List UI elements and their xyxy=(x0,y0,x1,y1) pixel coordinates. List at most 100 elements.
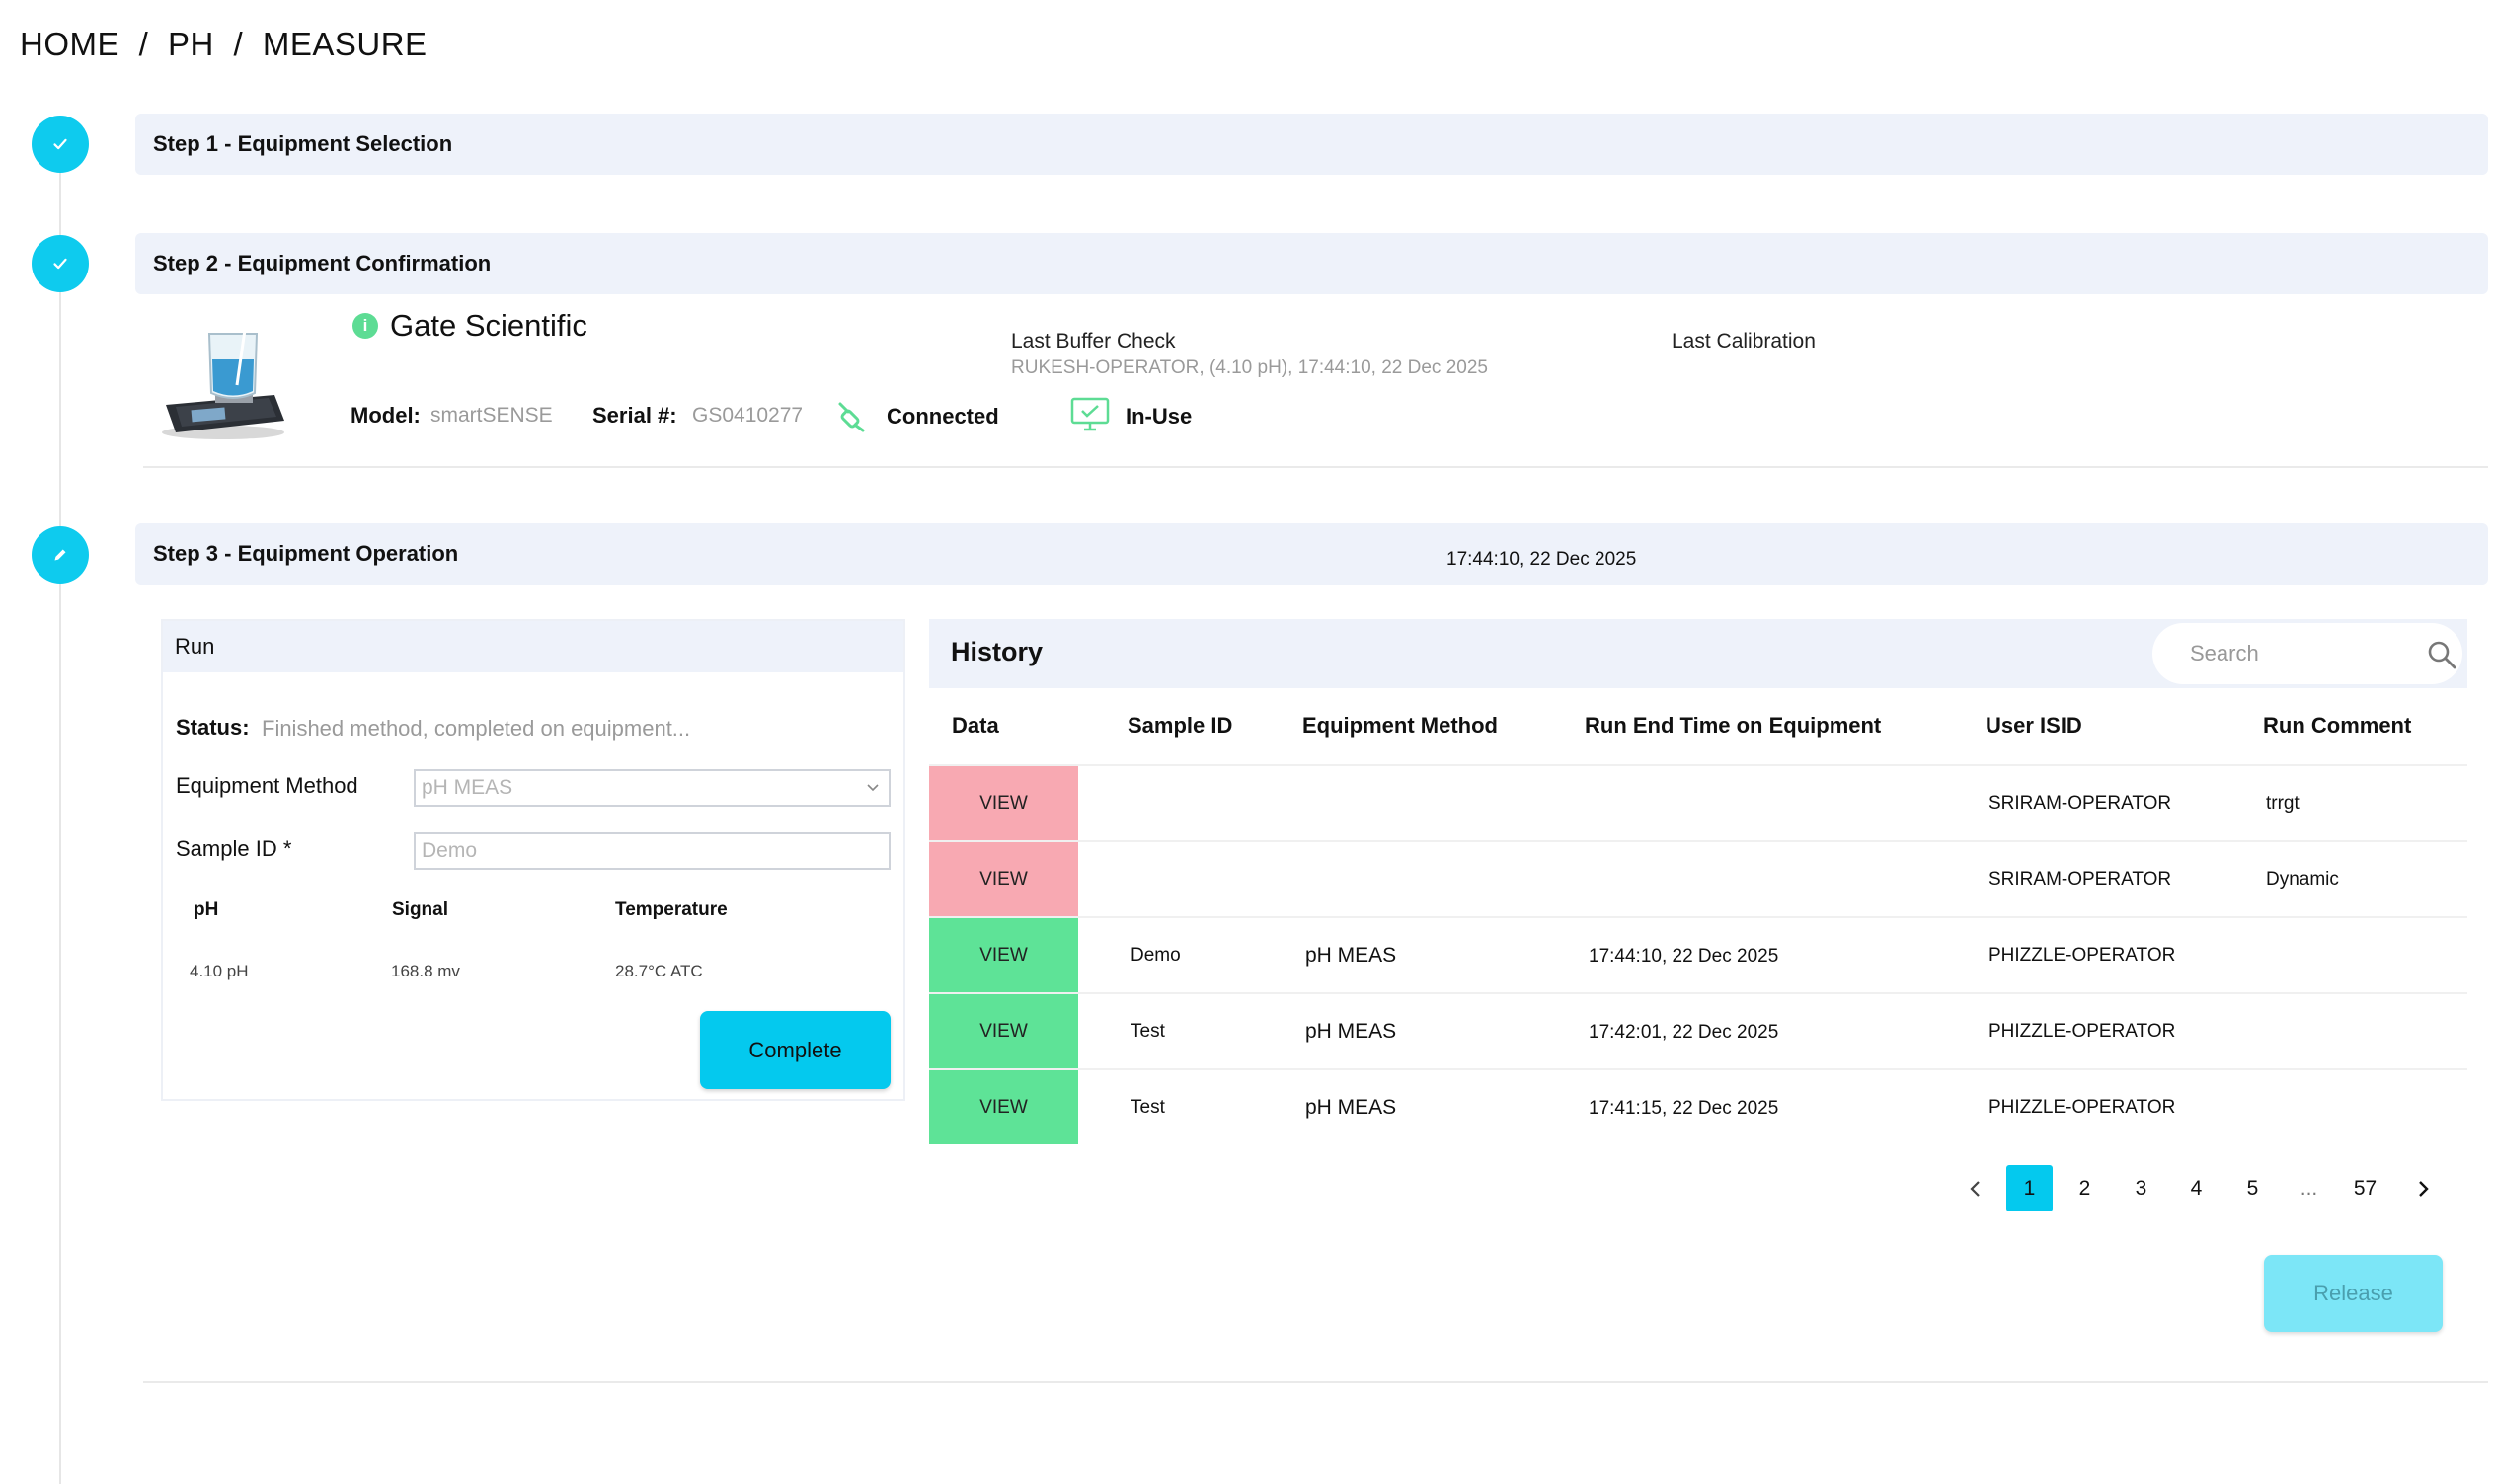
table-row: VIEW Demo pH MEAS 17:44:10, 22 Dec 2025 … xyxy=(929,918,2467,994)
pencil-icon xyxy=(54,549,66,561)
column-header-equipment-method[interactable]: Equipment Method xyxy=(1302,713,1498,738)
run-comment-cell: trrgt xyxy=(2266,793,2300,814)
view-button[interactable]: VIEW xyxy=(929,1070,1078,1144)
sample-id-value: Demo xyxy=(422,839,478,862)
last-buffer-check-title: Last Buffer Check xyxy=(1011,330,1176,352)
equipment-brand: i Gate Scientific xyxy=(352,308,587,344)
breadcrumb-separator: / xyxy=(138,26,149,62)
run-panel-title: Run xyxy=(163,621,903,672)
pagination-next[interactable] xyxy=(2399,1165,2446,1211)
ph-value: 4.10 pH xyxy=(190,962,249,980)
equipment-method-cell: pH MEAS xyxy=(1305,1020,1397,1043)
user-isid-cell: SRIRAM-OPERATOR xyxy=(1988,793,2172,814)
run-end-time-cell: 17:41:15, 22 Dec 2025 xyxy=(1589,1098,1779,1119)
column-header-run-end-time[interactable]: Run End Time on Equipment xyxy=(1585,713,1882,738)
step-2-indicator xyxy=(32,235,89,292)
column-header-run-comment[interactable]: Run Comment xyxy=(2263,713,2412,738)
check-icon xyxy=(53,258,67,270)
step-1-header[interactable]: Step 1 - Equipment Selection xyxy=(135,114,2488,175)
breadcrumb-ph[interactable]: PH xyxy=(168,26,214,62)
pagination-page-5[interactable]: 5 xyxy=(2246,1176,2259,1200)
run-panel xyxy=(161,619,905,1101)
brand-name: Gate Scientific xyxy=(390,308,587,343)
step-3-timestamp: 17:44:10, 22 Dec 2025 xyxy=(1446,549,1637,570)
release-button[interactable]: Release xyxy=(2264,1255,2443,1332)
sample-id-cell: Test xyxy=(1131,1097,1165,1118)
pagination-page-1[interactable]: 1 xyxy=(2006,1165,2053,1211)
last-buffer-check-value: RUKESH-OPERATOR, (4.10 pH), 17:44:10, 22… xyxy=(1011,357,1488,378)
user-isid-cell: PHIZZLE-OPERATOR xyxy=(1988,1097,2176,1118)
column-header-sample-id[interactable]: Sample ID xyxy=(1128,713,1233,738)
sample-id-cell: Demo xyxy=(1131,945,1181,966)
chevron-down-icon xyxy=(867,784,879,792)
pagination-page-3[interactable]: 3 xyxy=(2135,1176,2147,1200)
status-value: Finished method, completed on equipment.… xyxy=(262,716,691,741)
table-header-divider xyxy=(929,764,2467,766)
temperature-value: 28.7°C ATC xyxy=(615,962,703,980)
view-button[interactable]: VIEW xyxy=(929,766,1078,840)
user-isid-cell: PHIZZLE-OPERATOR xyxy=(1988,1021,2176,1042)
search-icon[interactable] xyxy=(2426,639,2457,670)
probe-connected-icon xyxy=(838,402,865,432)
user-isid-cell: PHIZZLE-OPERATOR xyxy=(1988,945,2176,966)
info-icon[interactable]: i xyxy=(352,313,378,339)
equipment-method-value: pH MEAS xyxy=(422,776,513,799)
run-end-time-cell: 17:42:01, 22 Dec 2025 xyxy=(1589,1022,1779,1043)
view-button[interactable]: VIEW xyxy=(929,918,1078,992)
sample-id-input[interactable]: Demo xyxy=(414,832,891,870)
view-button[interactable]: VIEW xyxy=(929,994,1078,1068)
last-calibration-title: Last Calibration xyxy=(1672,330,1816,352)
pagination-page-2[interactable]: 2 xyxy=(2078,1176,2091,1200)
divider xyxy=(143,466,2488,468)
step-1-indicator xyxy=(32,116,89,173)
row-divider xyxy=(929,992,2467,994)
table-row: VIEW Test pH MEAS 17:41:15, 22 Dec 2025 … xyxy=(929,1070,2467,1146)
equipment-method-label: Equipment Method xyxy=(176,773,358,798)
chevron-right-icon xyxy=(2418,1180,2429,1197)
chevron-left-icon xyxy=(1969,1180,1980,1197)
table-row: VIEW Test pH MEAS 17:42:01, 22 Dec 2025 … xyxy=(929,994,2467,1070)
sample-id-cell: Test xyxy=(1131,1021,1165,1042)
complete-button[interactable]: Complete xyxy=(700,1011,891,1089)
monitor-in-use-icon xyxy=(1070,397,1110,431)
row-divider xyxy=(929,840,2467,842)
timeline-line xyxy=(59,143,61,1484)
equipment-method-select[interactable]: pH MEAS xyxy=(414,769,891,807)
table-row: VIEW SRIRAM-OPERATOR Dynamic xyxy=(929,842,2467,918)
pagination-page-57[interactable]: 57 xyxy=(2353,1176,2378,1200)
serial-label: Serial #: xyxy=(592,403,677,428)
history-title: History xyxy=(951,637,1044,666)
signal-value: 168.8 mv xyxy=(391,962,460,980)
breadcrumb-separator: / xyxy=(233,26,244,62)
equipment-image xyxy=(158,326,291,442)
column-header-data[interactable]: Data xyxy=(952,713,999,738)
equipment-method-cell: pH MEAS xyxy=(1305,944,1397,967)
row-divider xyxy=(929,1068,2467,1070)
pagination-page-4[interactable]: 4 xyxy=(2190,1176,2203,1200)
usage-status: In-Use xyxy=(1126,404,1193,429)
equipment-method-cell: pH MEAS xyxy=(1305,1096,1397,1119)
signal-header: Signal xyxy=(392,899,449,920)
breadcrumb-measure: MEASURE xyxy=(262,26,428,62)
model-value: smartSENSE xyxy=(430,404,553,427)
step-3-header[interactable]: Step 3 - Equipment Operation xyxy=(135,523,2488,585)
user-isid-cell: SRIRAM-OPERATOR xyxy=(1988,869,2172,890)
run-end-time-cell: 17:44:10, 22 Dec 2025 xyxy=(1589,946,1779,967)
breadcrumb-home[interactable]: HOME xyxy=(20,26,119,62)
row-divider xyxy=(929,916,2467,918)
check-icon xyxy=(53,138,67,150)
pagination-ellipsis: ... xyxy=(2300,1176,2318,1200)
model-label: Model: xyxy=(351,403,421,428)
view-button[interactable]: VIEW xyxy=(929,842,1078,916)
ph-header: pH xyxy=(194,899,219,920)
search-input[interactable]: Search xyxy=(2152,623,2462,684)
divider xyxy=(143,1381,2488,1383)
connection-status: Connected xyxy=(887,404,999,429)
step-2-header[interactable]: Step 2 - Equipment Confirmation xyxy=(135,233,2488,294)
pagination-prev[interactable] xyxy=(1952,1165,1998,1211)
sample-id-label: Sample ID * xyxy=(176,836,292,861)
breadcrumb: HOME / PH / MEASURE xyxy=(20,26,428,63)
temperature-header: Temperature xyxy=(615,899,728,920)
column-header-user-isid[interactable]: User ISID xyxy=(1986,713,2082,738)
status-label: Status: xyxy=(176,715,250,740)
